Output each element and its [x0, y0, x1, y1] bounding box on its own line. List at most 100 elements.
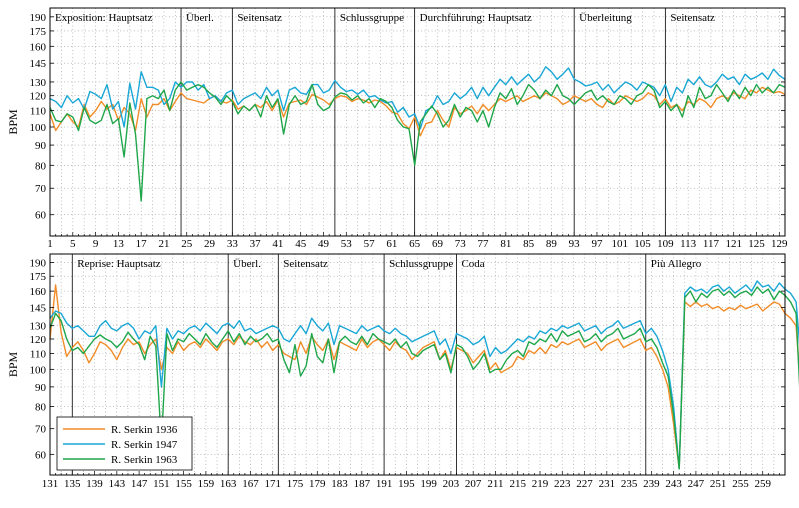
x-tick-label: 33 — [227, 238, 239, 250]
section-label: Reprise: Hauptsatz — [77, 258, 161, 270]
x-tick-label: 109 — [657, 238, 674, 250]
x-tick-label: 9 — [93, 238, 99, 250]
chart-panel-1: Exposition: Hauptsatz Überl. Seitensatz Sch… — [6, 7, 788, 250]
x-tick-label: 61 — [386, 238, 397, 250]
y-tick-label: 70 — [35, 424, 47, 436]
y-tick-label: 100 — [30, 364, 47, 376]
series-line-r-serkin-1947 — [49, 66, 786, 130]
x-tick-label: 17 — [136, 238, 148, 250]
y-tick-label: 175 — [30, 271, 47, 283]
y-tick-label: 160 — [30, 41, 47, 53]
x-tick-label: 143 — [109, 478, 126, 490]
x-tick-label: 235 — [621, 478, 638, 490]
x-tick-label: 131 — [42, 478, 59, 490]
series-line-r-serkin-1963 — [49, 286, 799, 470]
x-tick-label: 151 — [153, 478, 170, 490]
y-axis-label: BPM — [6, 109, 20, 135]
y-tick-label: 120 — [30, 91, 47, 103]
section-label: Schlussgruppe — [389, 258, 453, 270]
y-tick-label: 80 — [35, 401, 47, 413]
x-tick-label: 179 — [309, 478, 326, 490]
chart-panel-2: Reprise: Hauptsatz Überl. Seitensatz Schlus… — [6, 253, 799, 490]
section-label: Seitensatz — [283, 258, 328, 270]
x-tick-label: 65 — [409, 238, 421, 250]
x-tick-label: 259 — [754, 478, 771, 490]
legend-label: R. Serkin 1936 — [111, 424, 178, 436]
y-tick-label: 110 — [30, 106, 47, 118]
x-tick-label: 125 — [748, 238, 765, 250]
x-tick-label: 155 — [175, 478, 192, 490]
y-tick-label: 145 — [30, 58, 47, 70]
section-label: Seitensatz — [670, 12, 715, 24]
y-axis-label: BPM — [6, 352, 20, 378]
y-tick-label: 175 — [30, 26, 47, 38]
section-label: Seitensatz — [237, 12, 282, 24]
series-line-r-serkin-1963 — [49, 81, 786, 202]
y-tick-label: 90 — [35, 382, 47, 394]
section-label: Durchführung: Hauptsatz — [420, 12, 532, 24]
x-tick-label: 147 — [131, 478, 148, 490]
x-tick-label: 239 — [643, 478, 660, 490]
y-tick-label: 60 — [35, 210, 47, 222]
x-tick-label: 243 — [665, 478, 682, 490]
x-tick-label: 187 — [354, 478, 371, 490]
x-tick-label: 89 — [546, 238, 558, 250]
y-tick-label: 145 — [30, 303, 47, 315]
x-tick-label: 81 — [500, 238, 511, 250]
x-tick-label: 1 — [47, 238, 53, 250]
y-tick-label: 90 — [35, 140, 47, 152]
x-tick-label: 175 — [287, 478, 304, 490]
x-tick-label: 219 — [532, 478, 549, 490]
y-tick-label: 190 — [30, 258, 47, 270]
legend-label: R. Serkin 1963 — [111, 454, 178, 466]
x-tick-label: 195 — [398, 478, 415, 490]
x-tick-label: 251 — [710, 478, 727, 490]
x-tick-label: 223 — [554, 478, 571, 490]
legend: R. Serkin 1936 R. Serkin 1947 R. Serkin 19… — [56, 416, 193, 471]
x-tick-label: 199 — [420, 478, 437, 490]
section-label: Überleitung — [579, 12, 632, 24]
plot-frame — [49, 7, 786, 237]
x-tick-label: 5 — [70, 238, 76, 250]
x-tick-label: 85 — [523, 238, 535, 250]
y-tick-label: 160 — [30, 286, 47, 298]
x-tick-label: 255 — [732, 478, 749, 490]
x-tick-label: 163 — [220, 478, 237, 490]
x-tick-label: 171 — [264, 478, 281, 490]
y-tick-label: 100 — [30, 122, 47, 134]
x-tick-label: 25 — [181, 238, 193, 250]
x-tick-label: 159 — [198, 478, 215, 490]
x-tick-label: 135 — [64, 478, 81, 490]
section-label: Più Allegro — [651, 258, 702, 270]
y-tick-label: 70 — [35, 183, 47, 195]
x-tick-label: 139 — [86, 478, 103, 490]
x-tick-label: 227 — [576, 478, 593, 490]
x-tick-label: 41 — [272, 238, 283, 250]
y-tick-label: 110 — [30, 348, 47, 360]
x-tick-label: 129 — [771, 238, 788, 250]
x-tick-label: 117 — [703, 238, 720, 250]
x-tick-label: 77 — [478, 238, 490, 250]
y-tick-label: 120 — [30, 334, 47, 346]
x-tick-label: 207 — [465, 478, 482, 490]
x-tick-label: 53 — [341, 238, 353, 250]
series-line-r-serkin-1936 — [49, 86, 786, 137]
x-tick-label: 73 — [455, 238, 467, 250]
x-tick-label: 57 — [364, 238, 376, 250]
section-label: Exposition: Hauptsatz — [55, 12, 153, 24]
x-tick-label: 101 — [612, 238, 629, 250]
x-tick-label: 37 — [250, 238, 262, 250]
x-tick-label: 203 — [443, 478, 460, 490]
section-label: Schlussgruppe — [340, 12, 404, 24]
x-tick-label: 13 — [113, 238, 125, 250]
y-tick-label: 130 — [30, 321, 47, 333]
x-tick-label: 167 — [242, 478, 259, 490]
section-label: Coda — [461, 258, 484, 270]
y-tick-label: 130 — [30, 77, 47, 89]
x-tick-label: 231 — [599, 478, 616, 490]
x-tick-label: 215 — [509, 478, 526, 490]
x-tick-label: 21 — [158, 238, 169, 250]
y-tick-label: 80 — [35, 160, 47, 172]
x-tick-label: 113 — [680, 238, 697, 250]
